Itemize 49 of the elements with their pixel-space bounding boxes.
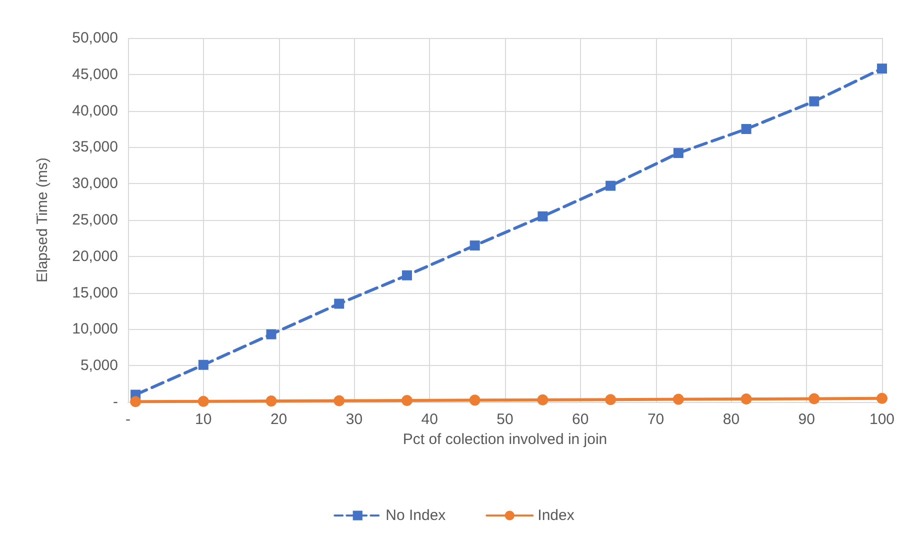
point (469, 394, 480, 406)
point (809, 96, 820, 106)
point (808, 393, 820, 404)
x-tick-label: 10 (195, 411, 212, 428)
y-tick-label: 20,000 (72, 248, 118, 265)
y-tick-label: 25,000 (72, 212, 118, 228)
x-tick-label: 30 (346, 411, 363, 428)
y-tick-label: 30,000 (72, 175, 118, 192)
y-tick-label: 50,000 (72, 30, 118, 46)
y-tick-label: 5,000 (80, 357, 118, 374)
point (606, 180, 616, 191)
y-tick-label: 45,000 (72, 66, 118, 83)
y-axis-title: Elapsed Time (ms) (34, 157, 51, 283)
point (266, 396, 277, 407)
x-axis-title: Pct of colection involved in join (402, 430, 608, 448)
point (672, 394, 684, 405)
x-tick-label: 50 (496, 411, 514, 428)
legend-label: No Index (386, 507, 446, 524)
y-tick-label: 15,000 (72, 284, 118, 302)
point (876, 392, 888, 404)
y-tick-label: - (113, 394, 118, 410)
point (470, 240, 480, 250)
point (605, 394, 616, 406)
x-tick-label: 20 (270, 411, 288, 428)
point (198, 360, 208, 370)
x-tick-label: 90 (798, 411, 815, 428)
point (673, 148, 684, 158)
point (130, 396, 142, 408)
point (198, 396, 209, 407)
x-tick-label: 40 (421, 411, 438, 428)
point (877, 64, 887, 74)
y-tick-label: 35,000 (72, 138, 118, 156)
x-tick-label: 80 (722, 411, 740, 428)
point (538, 211, 548, 222)
x-tick-label: 100 (869, 411, 895, 428)
x-tick-label: 60 (572, 411, 589, 428)
point (740, 394, 752, 405)
point (741, 124, 752, 134)
y-tick-label: 10,000 (72, 320, 118, 338)
point (401, 394, 412, 406)
x-tick-label: - (126, 411, 130, 428)
x-tick-label: 70 (647, 411, 664, 428)
y-tick-label: 40,000 (72, 102, 118, 120)
point (537, 394, 548, 406)
point (402, 270, 412, 280)
point (334, 395, 345, 406)
point (266, 329, 276, 340)
point (334, 298, 344, 309)
legend-label: Index (538, 507, 575, 524)
